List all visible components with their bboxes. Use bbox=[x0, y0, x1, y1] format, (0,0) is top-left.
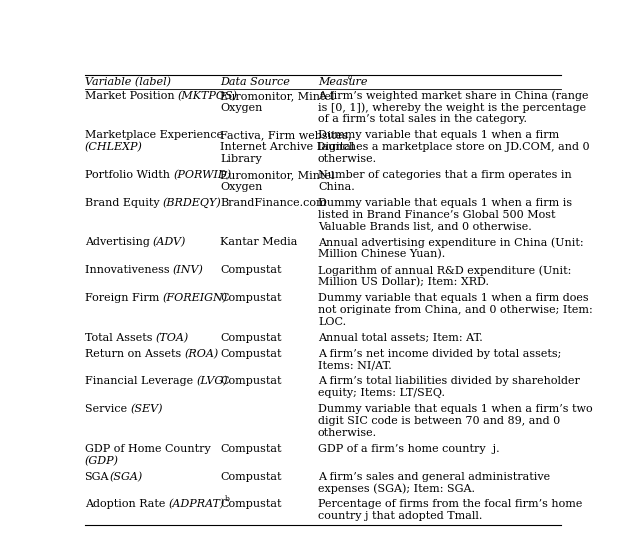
Text: Number of categories that a firm operates in: Number of categories that a firm operate… bbox=[318, 170, 572, 180]
Text: GDP of a firm’s home country  j.: GDP of a firm’s home country j. bbox=[318, 444, 500, 454]
Text: GDP of Home Country: GDP of Home Country bbox=[84, 444, 210, 454]
Text: digit SIC code is between 70 and 89, and 0: digit SIC code is between 70 and 89, and… bbox=[318, 416, 560, 426]
Text: Measure: Measure bbox=[318, 77, 367, 87]
Text: Compustat: Compustat bbox=[220, 377, 282, 386]
Text: (ADPRAT): (ADPRAT) bbox=[168, 499, 225, 510]
Text: Portfolio Width: Portfolio Width bbox=[84, 170, 173, 180]
Text: equity; Items: LT/SEQ.: equity; Items: LT/SEQ. bbox=[318, 388, 445, 398]
Text: Oxygen: Oxygen bbox=[220, 103, 263, 113]
Text: A firm’s total liabilities divided by shareholder: A firm’s total liabilities divided by sh… bbox=[318, 377, 580, 386]
Text: (ROA): (ROA) bbox=[185, 348, 219, 359]
Text: Internet Archive Digital: Internet Archive Digital bbox=[220, 142, 355, 152]
Text: (PORWID): (PORWID) bbox=[173, 170, 231, 180]
Text: (SEV): (SEV) bbox=[130, 404, 163, 414]
Text: Factiva, Firm websites,: Factiva, Firm websites, bbox=[220, 130, 352, 141]
Text: Million US Dollar); Item: XRD.: Million US Dollar); Item: XRD. bbox=[318, 277, 489, 287]
Text: Library: Library bbox=[220, 154, 262, 164]
Text: (TOA): (TOA) bbox=[156, 333, 189, 343]
Text: Adoption Rate: Adoption Rate bbox=[84, 499, 168, 510]
Text: otherwise.: otherwise. bbox=[318, 154, 377, 164]
Text: (SGA): (SGA) bbox=[109, 472, 142, 482]
Text: Dummy variable that equals 1 when a firm: Dummy variable that equals 1 when a firm bbox=[318, 130, 559, 141]
Text: Dummy variable that equals 1 when a firm does: Dummy variable that equals 1 when a firm… bbox=[318, 293, 588, 303]
Text: Compustat: Compustat bbox=[220, 293, 282, 303]
Text: Foreign Firm: Foreign Firm bbox=[84, 293, 163, 303]
Text: (CHLEXP): (CHLEXP) bbox=[84, 142, 142, 153]
Text: Dummy variable that equals 1 when a firm is: Dummy variable that equals 1 when a firm… bbox=[318, 198, 572, 208]
Text: Annual advertising expenditure in China (Unit:: Annual advertising expenditure in China … bbox=[318, 237, 583, 248]
Text: Innovativeness: Innovativeness bbox=[84, 265, 173, 275]
Text: Dummy variable that equals 1 when a firm’s two: Dummy variable that equals 1 when a firm… bbox=[318, 404, 593, 414]
Text: BrandFinance.com: BrandFinance.com bbox=[220, 198, 327, 208]
Text: (LVG): (LVG) bbox=[196, 377, 228, 387]
Text: country j that adopted Tmall.: country j that adopted Tmall. bbox=[318, 511, 483, 521]
Text: Valuable Brands list, and 0 otherwise.: Valuable Brands list, and 0 otherwise. bbox=[318, 221, 532, 232]
Text: a: a bbox=[348, 73, 353, 81]
Text: Million Chinese Yuan).: Million Chinese Yuan). bbox=[318, 249, 445, 260]
Text: LOC.: LOC. bbox=[318, 316, 346, 327]
Text: Compustat: Compustat bbox=[220, 499, 282, 510]
Text: Compustat: Compustat bbox=[220, 444, 282, 454]
Text: (MKTPOS): (MKTPOS) bbox=[178, 91, 238, 101]
Text: Euromonitor, Mintel: Euromonitor, Mintel bbox=[220, 170, 335, 180]
Text: not originate from China, and 0 otherwise; Item:: not originate from China, and 0 otherwis… bbox=[318, 305, 593, 315]
Text: expenses (SGA); Item: SGA.: expenses (SGA); Item: SGA. bbox=[318, 483, 475, 494]
Text: of a firm’s total sales in the category.: of a firm’s total sales in the category. bbox=[318, 114, 527, 124]
Text: (FOREIGN): (FOREIGN) bbox=[163, 293, 227, 304]
Text: A firm’s sales and general administrative: A firm’s sales and general administrativ… bbox=[318, 472, 550, 481]
Text: Annual total assets; Item: AT.: Annual total assets; Item: AT. bbox=[318, 333, 483, 342]
Text: launches a marketplace store on JD.COM, and 0: launches a marketplace store on JD.COM, … bbox=[318, 142, 590, 152]
Text: listed in Brand Finance’s Global 500 Most: listed in Brand Finance’s Global 500 Mos… bbox=[318, 209, 556, 220]
Text: Compustat: Compustat bbox=[220, 333, 282, 342]
Text: China.: China. bbox=[318, 182, 355, 192]
Text: Marketplace Experience: Marketplace Experience bbox=[84, 130, 223, 141]
Text: Market Position: Market Position bbox=[84, 91, 178, 101]
Text: otherwise.: otherwise. bbox=[318, 428, 377, 438]
Text: Service: Service bbox=[84, 404, 130, 414]
Text: (INV): (INV) bbox=[173, 265, 203, 275]
Text: Brand Equity: Brand Equity bbox=[84, 198, 163, 208]
Text: Percentage of firms from the focal firm’s home: Percentage of firms from the focal firm’… bbox=[318, 499, 582, 510]
Text: (GDP): (GDP) bbox=[84, 456, 118, 466]
Text: Return on Assets: Return on Assets bbox=[84, 348, 185, 359]
Text: Compustat: Compustat bbox=[220, 265, 282, 275]
Text: SGA: SGA bbox=[84, 472, 109, 481]
Text: b: b bbox=[225, 495, 229, 503]
Text: (ADV): (ADV) bbox=[153, 237, 186, 248]
Text: Euromonitor, Mintel: Euromonitor, Mintel bbox=[220, 91, 335, 101]
Text: Total Assets: Total Assets bbox=[84, 333, 156, 342]
Text: Compustat: Compustat bbox=[220, 472, 282, 481]
Text: A firm’s net income divided by total assets;: A firm’s net income divided by total ass… bbox=[318, 348, 561, 359]
Text: is [0, 1]), whereby the weight is the percentage: is [0, 1]), whereby the weight is the pe… bbox=[318, 103, 586, 113]
Text: Financial Leverage: Financial Leverage bbox=[84, 377, 196, 386]
Text: Kantar Media: Kantar Media bbox=[220, 237, 298, 247]
Text: Variable (label): Variable (label) bbox=[84, 77, 171, 87]
Text: (BRDEQY): (BRDEQY) bbox=[163, 198, 222, 208]
Text: Oxygen: Oxygen bbox=[220, 182, 263, 192]
Text: Logarithm of annual R&D expenditure (Unit:: Logarithm of annual R&D expenditure (Uni… bbox=[318, 265, 571, 276]
Text: Advertising: Advertising bbox=[84, 237, 153, 247]
Text: A firm’s weighted market share in China (range: A firm’s weighted market share in China … bbox=[318, 91, 588, 101]
Text: Data Source: Data Source bbox=[220, 77, 290, 87]
Text: Compustat: Compustat bbox=[220, 348, 282, 359]
Text: Items: NI/AT.: Items: NI/AT. bbox=[318, 360, 392, 371]
